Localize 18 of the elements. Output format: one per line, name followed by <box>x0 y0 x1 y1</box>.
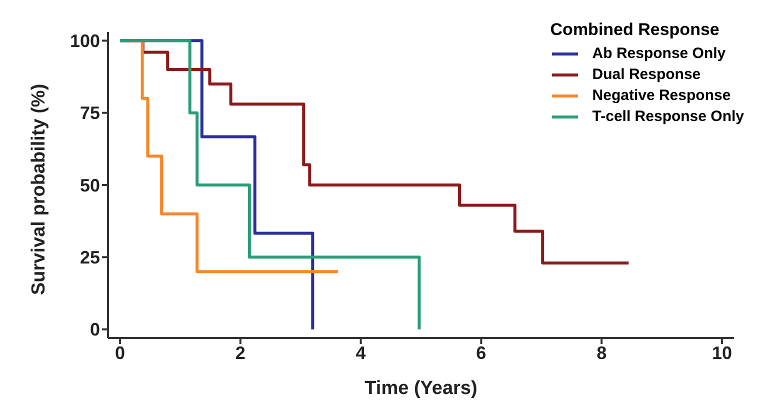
y-tick-label: 75 <box>80 103 100 124</box>
y-tick-label: 0 <box>90 320 100 340</box>
x-tick-label: 8 <box>596 342 607 363</box>
x-axis-title: Time (Years) <box>364 378 478 399</box>
legend-label: Negative Response <box>592 86 731 106</box>
x-tick-label: 2 <box>235 342 246 363</box>
legend-label: Ab Response Only <box>592 44 726 64</box>
x-tick-label: 10 <box>712 342 732 363</box>
legend-label: Dual Response <box>592 65 701 85</box>
x-tick-label: 4 <box>356 342 366 363</box>
x-tick-label: 6 <box>476 342 486 363</box>
legend-label: T-cell Response Only <box>592 107 744 127</box>
y-tick-label: 100 <box>70 31 100 52</box>
y-axis-title: Survival probability (%) <box>28 84 50 295</box>
y-tick-label: 25 <box>80 248 100 268</box>
legend-title: Combined Response <box>550 20 720 40</box>
x-tick-label: 0 <box>115 342 126 363</box>
y-tick-label: 50 <box>80 175 100 196</box>
